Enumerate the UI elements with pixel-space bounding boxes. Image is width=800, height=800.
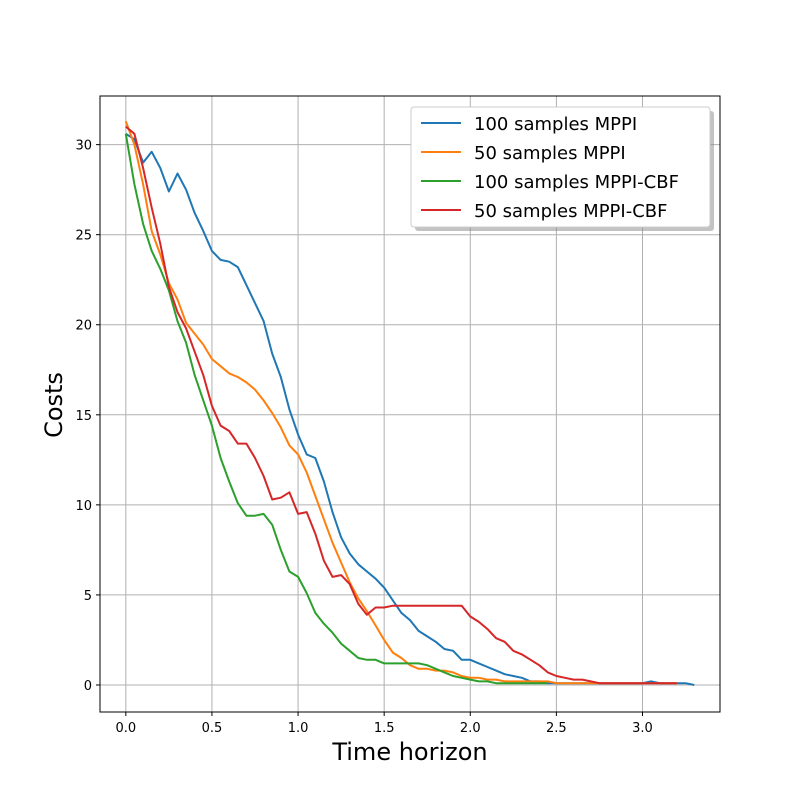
legend-box — [410, 106, 711, 228]
x-tick-label: 0.0 — [115, 721, 136, 736]
legend-label: 50 samples MPPI-CBF — [474, 201, 667, 222]
series-line-4 — [125, 125, 677, 685]
series-layer — [124, 120, 695, 686]
plot-frame — [99, 95, 721, 713]
x-tick-label: 1.5 — [374, 721, 395, 736]
series-line-3 — [124, 133, 548, 685]
y-tick-label: 0 — [84, 679, 92, 694]
x-tick-label: 1.0 — [288, 721, 309, 736]
legend-label: 100 samples MPPI — [474, 114, 637, 135]
x-tick-label: 3.0 — [632, 721, 653, 736]
y-tick-label: 20 — [75, 319, 92, 334]
x-tick-label: 0.5 — [202, 721, 223, 736]
x-tick-label: 2.0 — [460, 721, 481, 736]
legend-label: 100 samples MPPI-CBF — [474, 172, 679, 193]
y-tick-label: 30 — [75, 139, 92, 154]
series-line-2 — [124, 120, 677, 685]
legend: 100 samples MPPI 50 samples MPPI 100 sampl… — [410, 106, 714, 231]
y-tick-label: 25 — [75, 229, 92, 244]
ticks: 0.0 0.5 1.0 1.5 2.0 2.5 3.0 0 5 10 15 20 25 30 — [75, 139, 652, 736]
y-tick-label: 15 — [75, 409, 92, 424]
y-tick-label: 10 — [75, 499, 92, 514]
x-tick-label: 2.5 — [546, 721, 567, 736]
legend-label: 50 samples MPPI — [474, 143, 626, 164]
y-tick-label: 5 — [84, 589, 92, 604]
x-axis-label: Time horizon — [331, 738, 487, 766]
y-axis-label: Costs — [40, 372, 68, 438]
